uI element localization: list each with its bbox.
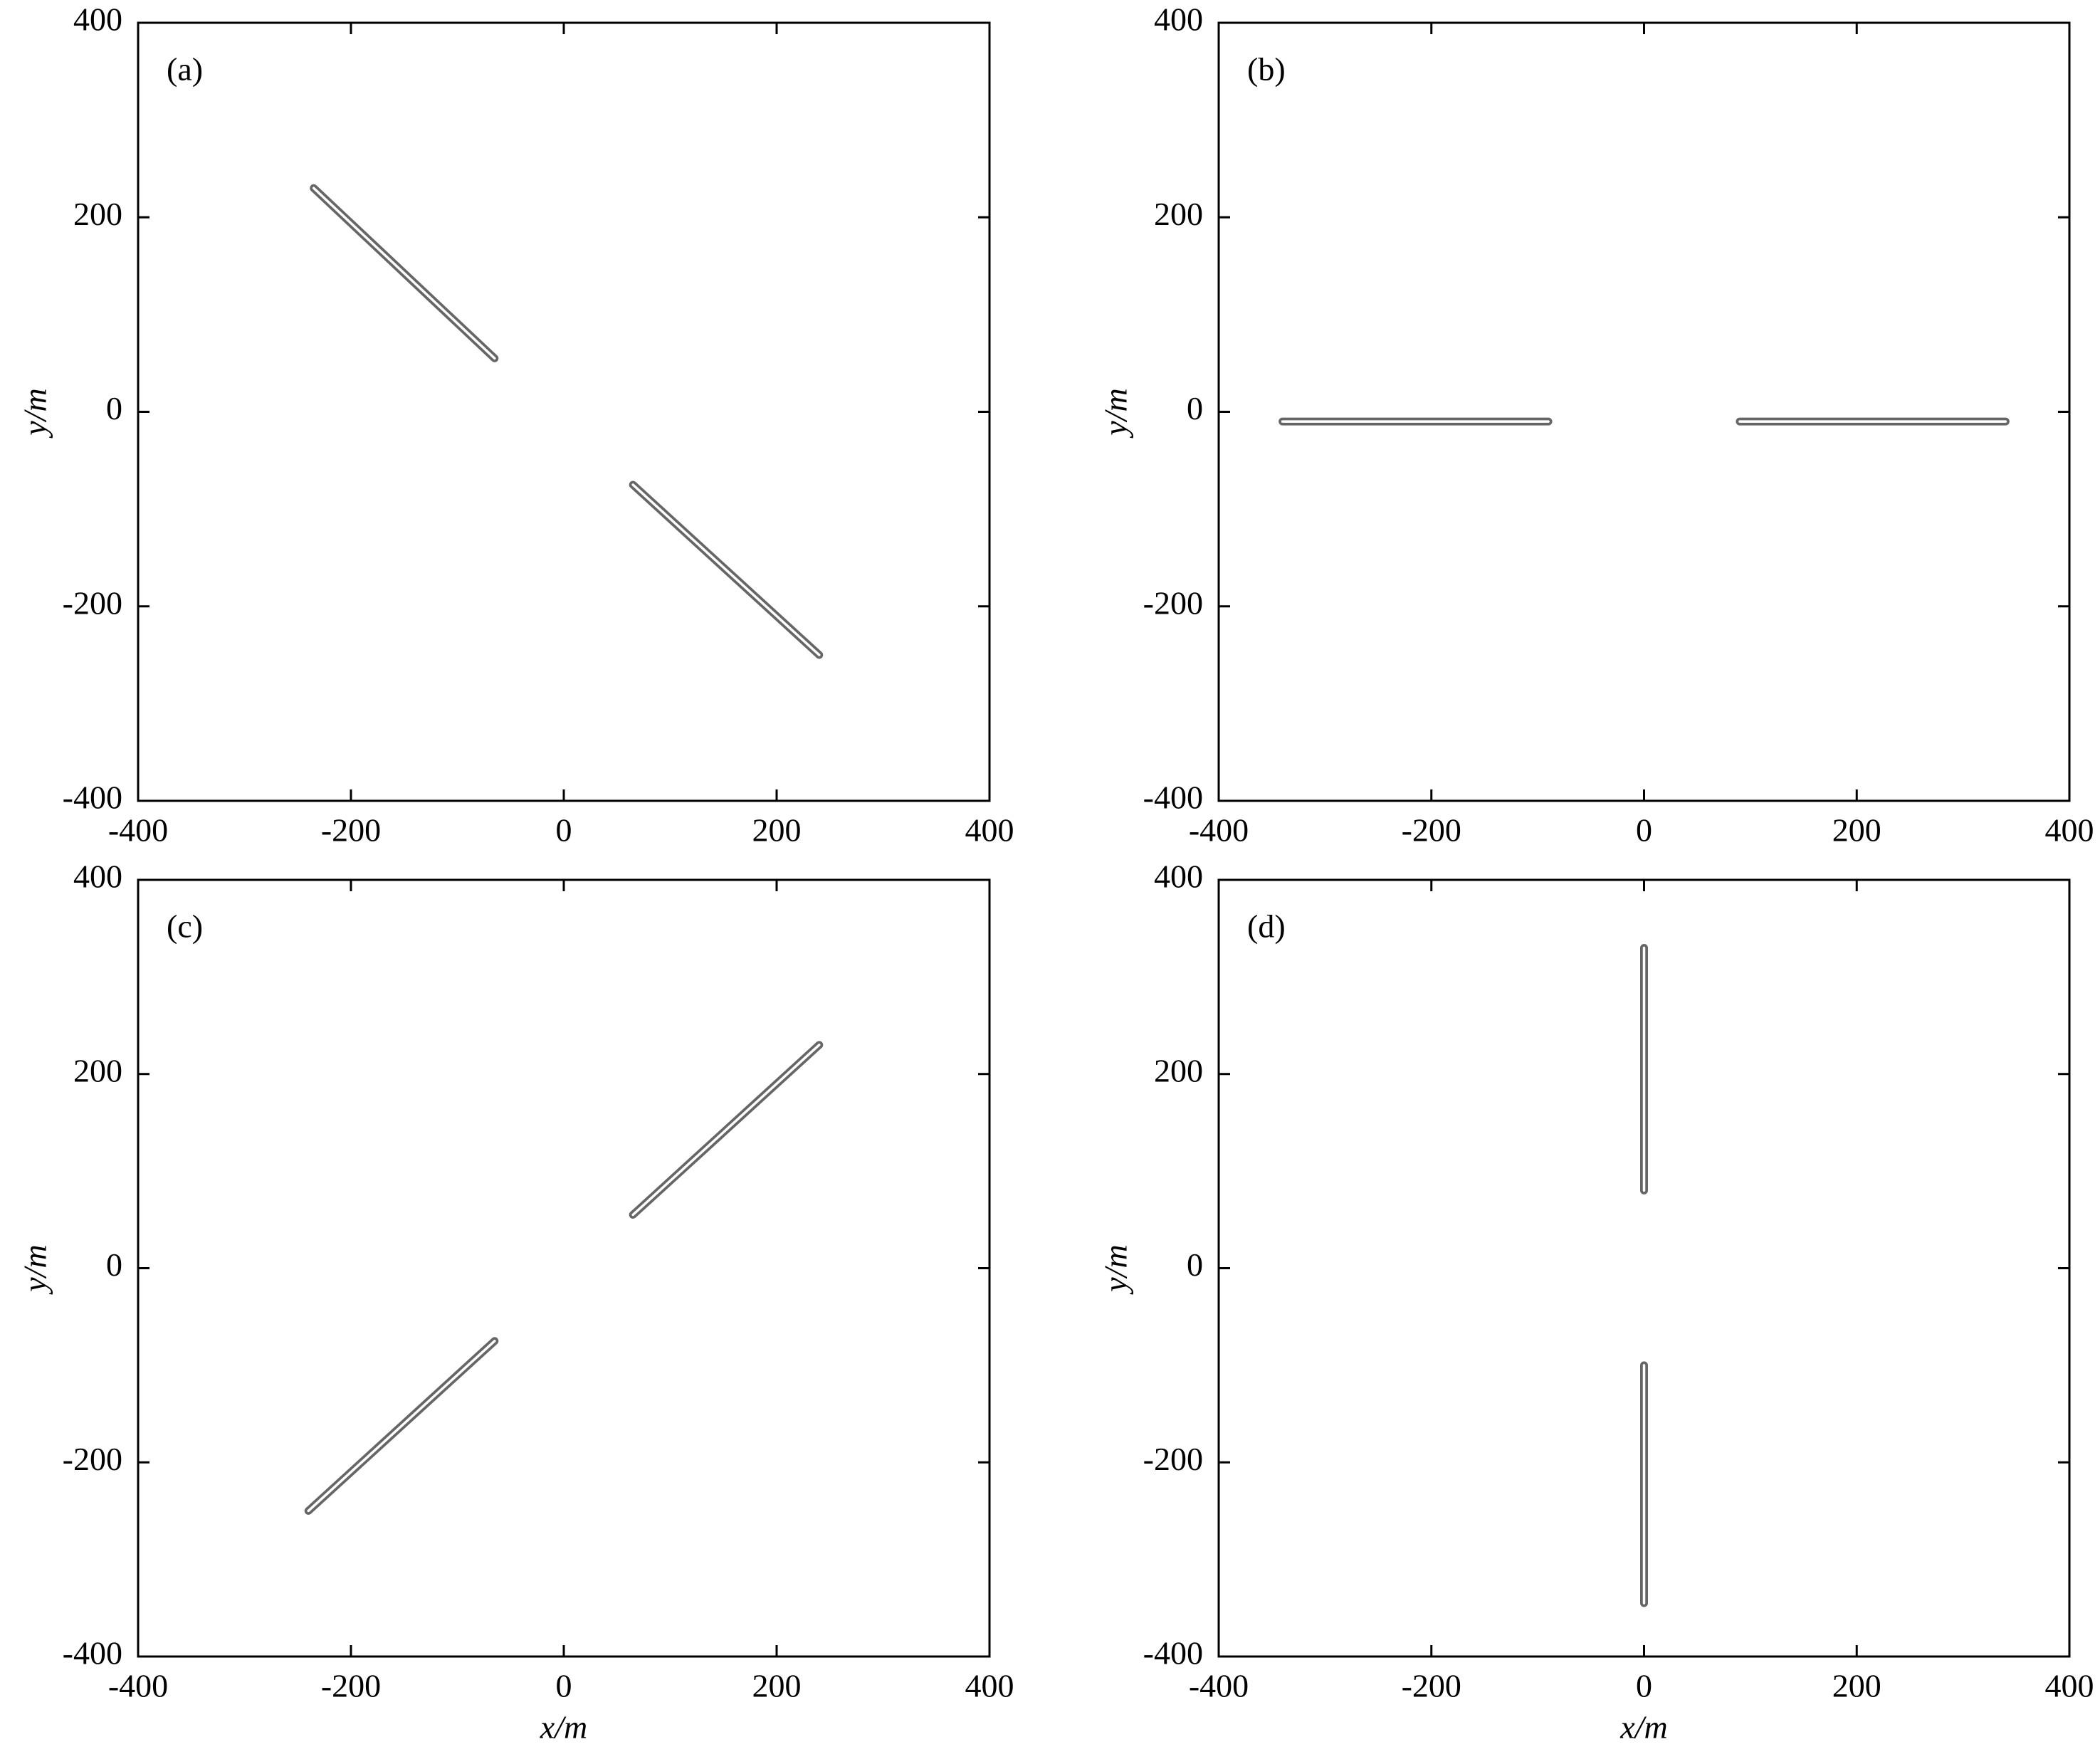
x-tick-label: -400 — [1189, 812, 1249, 849]
y-tick-label: -200 — [1143, 584, 1203, 621]
x-tick-label: 200 — [1832, 1668, 1881, 1704]
panel-label: (c) — [167, 908, 203, 945]
x-tick-label: -400 — [108, 812, 168, 849]
y-tick-label: 400 — [1154, 859, 1203, 895]
segment-core — [307, 1340, 496, 1513]
x-tick-label: 400 — [965, 1668, 1014, 1704]
x-tick-label: 200 — [1832, 812, 1881, 849]
y-tick-label: -200 — [1143, 1441, 1203, 1477]
x-tick-label: -200 — [321, 812, 381, 849]
y-axis-label: y/m — [1098, 1244, 1134, 1294]
y-tick-label: -400 — [1143, 779, 1203, 816]
y-tick-label: 0 — [106, 1246, 122, 1283]
x-axis-label: x/m — [540, 1709, 587, 1745]
y-tick-label: 0 — [1187, 1246, 1203, 1283]
y-tick-label: 200 — [73, 196, 122, 232]
x-axis-label: x/m — [1619, 1709, 1667, 1745]
y-tick-label: -200 — [63, 584, 122, 621]
plot-frame — [1217, 21, 2071, 802]
x-tick-label: 400 — [2045, 812, 2094, 849]
y-tick-label: 400 — [73, 859, 122, 895]
x-tick-label: 400 — [2045, 1668, 2094, 1704]
segment-core — [312, 187, 496, 360]
segment-core — [631, 1044, 821, 1217]
x-tick-label: -200 — [1402, 1668, 1461, 1704]
y-tick-label: -200 — [63, 1441, 122, 1477]
x-tick-label: -200 — [1402, 812, 1461, 849]
plot-frame — [137, 21, 991, 802]
y-axis-label: y/m — [17, 388, 53, 438]
y-tick-label: 400 — [73, 1, 122, 38]
y-tick-label: 200 — [1154, 196, 1203, 232]
y-tick-label: 200 — [1154, 1052, 1203, 1088]
x-tick-label: 0 — [556, 812, 572, 849]
y-tick-label: 0 — [106, 390, 122, 426]
x-tick-label: -400 — [108, 1668, 168, 1704]
x-tick-label: 400 — [965, 812, 1014, 849]
x-tick-label: 0 — [1636, 812, 1652, 849]
y-tick-label: 400 — [1154, 1, 1203, 38]
x-tick-label: 0 — [556, 1668, 572, 1704]
y-tick-label: 200 — [73, 1052, 122, 1088]
x-tick-label: -400 — [1189, 1668, 1249, 1704]
panel-label: (b) — [1247, 51, 1286, 88]
y-axis-label: y/m — [1098, 388, 1134, 438]
y-tick-label: 0 — [1187, 390, 1203, 426]
y-tick-label: -400 — [63, 779, 122, 816]
panel-label: (d) — [1247, 908, 1286, 945]
x-tick-label: 200 — [752, 812, 802, 849]
segment-core — [631, 483, 821, 656]
x-tick-label: -200 — [321, 1668, 381, 1704]
x-tick-label: 200 — [752, 1668, 802, 1704]
plot-frame — [137, 878, 991, 1658]
panel-label: (a) — [167, 51, 203, 88]
x-tick-label: 0 — [1636, 1668, 1652, 1704]
y-axis-label: y/m — [17, 1244, 53, 1294]
y-tick-label: -400 — [63, 1635, 122, 1671]
y-tick-label: -400 — [1143, 1635, 1203, 1671]
